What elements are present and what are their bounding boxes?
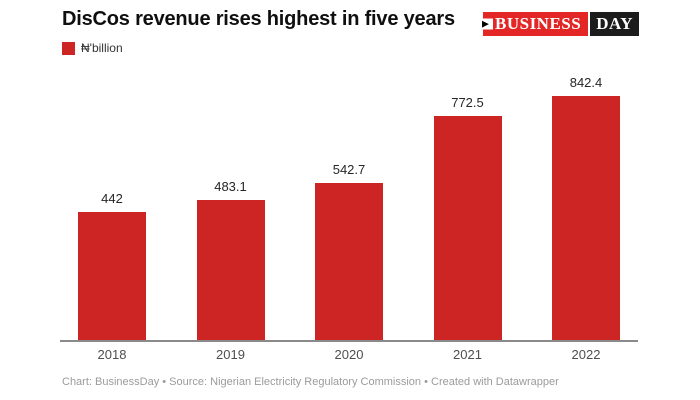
bar-column-2019: 483.1 <box>179 179 283 340</box>
bar-2019 <box>196 200 265 340</box>
bar-2020 <box>315 183 383 340</box>
logo-day-text: DAY <box>590 12 639 36</box>
bar-2018 <box>78 212 146 340</box>
bar-value-label-2019: 483.1 <box>214 179 247 194</box>
legend-swatch <box>62 41 75 55</box>
bar-2022 <box>552 96 620 340</box>
x-tick-label-2019: 2019 <box>216 347 245 362</box>
bar-value-label-2020: 542.7 <box>332 162 366 177</box>
bar-value-label-2021: 772.5 <box>451 95 484 110</box>
bar-column-2018: 442 <box>60 191 164 340</box>
x-axis-labels: 2018 2019 2020 2021 2022 <box>60 347 638 362</box>
logo-arrow-icon: ▶ <box>482 18 493 30</box>
businessday-logo: ▶ BUSINESS DAY <box>482 12 639 36</box>
bar-column-2020: 542.7 <box>297 162 401 340</box>
x-tick-label-2021: 2021 <box>453 347 482 362</box>
chart-title: DisCos revenue rises highest in five yea… <box>62 8 455 30</box>
bar-value-label-2018: 442 <box>101 191 123 206</box>
x-tick-label-2020: 2020 <box>334 347 364 362</box>
bar-chart: 442 483.1 542.7 772.5 842.4 <box>60 75 638 340</box>
bar-value-label-2022: 842.4 <box>569 75 603 90</box>
x-tick-label-2018: 2018 <box>97 347 127 362</box>
x-tick-label-2022: 2022 <box>571 347 601 362</box>
bar-chart-area: 442 483.1 542.7 772.5 842.4 <box>60 75 638 342</box>
legend-label: ₦'billion <box>81 41 123 55</box>
attribution-footer: Chart: BusinessDay • Source: Nigerian El… <box>62 376 559 388</box>
bar-column-2021: 772.5 <box>416 95 520 340</box>
logo-business-text: BUSINESS <box>483 12 589 36</box>
chart-legend: ₦'billion <box>62 41 123 55</box>
bar-2021 <box>433 116 502 340</box>
x-axis-line <box>60 340 638 342</box>
bar-column-2022: 842.4 <box>534 75 638 340</box>
